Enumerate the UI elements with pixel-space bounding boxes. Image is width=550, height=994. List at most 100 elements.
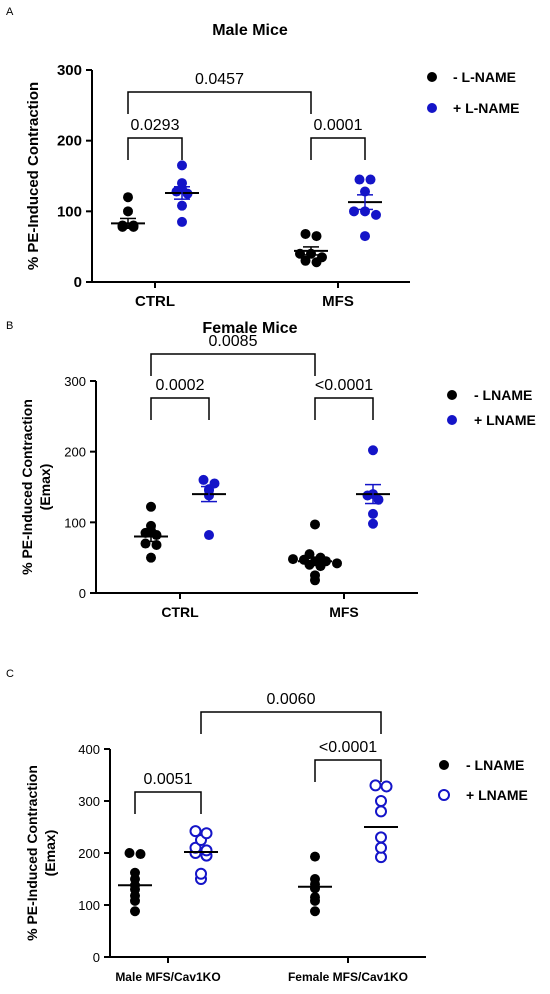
p-value-label: 0.0001 — [314, 117, 363, 134]
data-point — [177, 178, 187, 189]
data-point — [304, 549, 315, 560]
data-point — [310, 874, 320, 884]
data-point — [365, 174, 376, 185]
panel-title: Male Mice — [212, 22, 288, 39]
x-category-label: MFS — [329, 604, 359, 620]
legend-marker — [447, 415, 457, 425]
y-tick-label: 0 — [93, 950, 100, 965]
data-point — [349, 206, 359, 217]
data-point — [300, 228, 311, 239]
y-tick-label: 300 — [78, 794, 100, 809]
legend-marker — [427, 72, 437, 82]
data-point — [135, 849, 146, 860]
panel-letter: C — [6, 668, 14, 680]
p-value-label: 0.0051 — [144, 771, 193, 788]
data-point — [151, 539, 162, 550]
significance-bracket — [314, 397, 374, 420]
significance-bracket — [150, 397, 210, 420]
legend-marker — [447, 390, 457, 400]
y-tick-label: 100 — [78, 898, 100, 913]
y-tick-label: 0 — [79, 586, 86, 601]
data-point — [177, 200, 187, 211]
chart-panel-c: 0 100 200 300 400 Male MFS/Cav1KO Female MFS/C… — [24, 691, 528, 984]
x-category-label: Female MFS/Cav1KO — [288, 970, 408, 984]
data-point — [310, 851, 320, 862]
data-point — [200, 827, 213, 840]
data-point — [375, 805, 387, 818]
data-point — [371, 209, 381, 220]
data-point — [368, 518, 378, 529]
data-point — [360, 231, 370, 242]
significance-bracket — [200, 711, 382, 734]
x-category-label: MFS — [322, 293, 354, 310]
data-point — [368, 445, 378, 456]
y-axis-label: (Emax) — [37, 464, 53, 511]
y-axis-label: % PE-Induced Contraction — [25, 82, 42, 270]
data-point — [146, 501, 156, 512]
x-category-label: Male MFS/Cav1KO — [115, 970, 220, 984]
p-value-label: <0.0001 — [319, 739, 377, 756]
p-value-label: 0.0293 — [131, 117, 180, 134]
data-point — [177, 216, 187, 227]
significance-bracket — [127, 91, 312, 114]
x-category-label: CTRL — [135, 293, 175, 310]
data-point — [200, 844, 213, 857]
significance-bracket — [314, 759, 382, 782]
significance-bracket — [127, 137, 183, 160]
y-tick-label: 0 — [74, 274, 82, 291]
y-axis-label: % PE-Induced Contraction — [24, 765, 40, 941]
panel-letter: B — [6, 320, 14, 332]
p-value-label: 0.0457 — [195, 71, 244, 88]
p-value-label: 0.0060 — [267, 691, 316, 708]
data-point — [360, 186, 370, 197]
p-value-label: 0.0085 — [209, 333, 258, 350]
y-tick-label: 400 — [78, 742, 100, 757]
data-point — [130, 906, 140, 917]
p-value-label: <0.0001 — [315, 377, 373, 394]
data-point — [368, 508, 378, 519]
data-point — [177, 160, 187, 171]
data-point — [317, 252, 327, 263]
panel-title: Female Mice — [202, 320, 298, 337]
panel-c: C 0 100 200 300 400 Male MFS/Cav1KO Female MFS… — [0, 660, 550, 994]
data-point — [354, 174, 365, 185]
data-point — [140, 538, 151, 549]
legend-label: - LNAME — [466, 757, 524, 773]
legend-label: - LNAME — [474, 387, 532, 403]
significance-bracket — [150, 353, 316, 376]
legend-marker — [439, 760, 449, 770]
data-point — [310, 906, 320, 917]
data-point — [195, 867, 207, 880]
p-value-label: 0.0002 — [156, 377, 205, 394]
data-point — [310, 892, 320, 903]
legend-marker — [438, 789, 450, 801]
data-point — [124, 848, 135, 858]
legend-marker — [427, 103, 437, 113]
chart-panel-b: 0 100 200 300 CTRL MFS % PE-Induced Contractio… — [19, 333, 536, 620]
data-point — [204, 530, 214, 541]
data-point — [310, 570, 320, 581]
data-point — [311, 231, 322, 242]
data-point — [375, 795, 387, 807]
significance-bracket — [310, 137, 366, 160]
data-point — [288, 554, 298, 565]
data-point — [300, 255, 311, 266]
y-tick-label: 300 — [57, 62, 82, 79]
legend-label: - L-NAME — [453, 69, 516, 85]
panel-b: B Female Mice 0 100 200 300 CTRL MFS % PE-Indu… — [0, 310, 550, 650]
y-tick-label: 300 — [64, 374, 86, 389]
data-point — [380, 780, 393, 793]
y-tick-label: 200 — [64, 445, 86, 460]
data-point — [130, 867, 140, 878]
data-point — [369, 779, 382, 792]
legend-label: + L-NAME — [453, 100, 520, 116]
x-category-label: CTRL — [161, 604, 199, 620]
data-point — [310, 519, 320, 530]
chart-panel-a: 0 100 200 300 CTRL MFS % PE-Induced Contractio… — [25, 62, 520, 310]
panel-a: A Male Mice 0 100 200 300 CTRL MFS % PE-Induce… — [0, 0, 550, 310]
data-point — [189, 825, 202, 838]
y-tick-label: 200 — [78, 846, 100, 861]
y-tick-label: 100 — [64, 515, 86, 530]
panel-letter: A — [6, 6, 14, 18]
y-axis-label: (Emax) — [42, 830, 58, 877]
